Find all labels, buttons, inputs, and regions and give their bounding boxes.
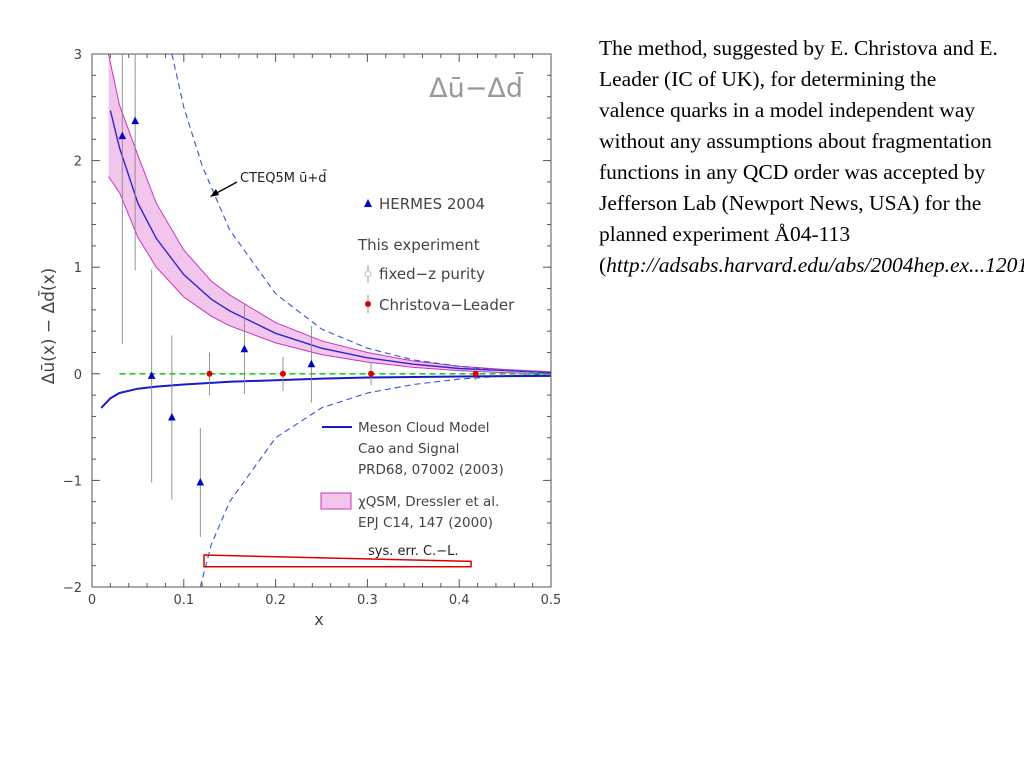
legend-chiqsm-label-2: EPJ C14, 147 (2000) [358, 515, 493, 531]
y-tick-label: 2 [74, 155, 82, 170]
christova-point [279, 370, 286, 377]
chiqsm-band [108, 54, 551, 374]
chiqsm-upper-edge [108, 53, 552, 373]
y-tick-label: 3 [74, 48, 82, 63]
slide-paragraph: The method, suggested by E. Christova an… [599, 36, 998, 246]
legend-this-experiment: This experiment [357, 236, 480, 254]
legend-christova-label: Christova−Leader [379, 296, 515, 314]
axes-layer: 0 0.1 0.2 0.3 0.4 0.5 −2 −1 0 1 2 3 [63, 48, 562, 608]
x-tick-label: 0.5 [541, 593, 562, 608]
legend-christova-marker [365, 301, 371, 307]
legend-fixedz-label: fixed−z purity [379, 265, 485, 283]
x-tick-label: 0 [88, 593, 96, 608]
x-tick-label: 0.4 [449, 593, 470, 608]
hermes-point [131, 116, 139, 125]
hermes-point [118, 131, 127, 140]
slide-text-block: The method, suggested by E. Christova an… [599, 33, 1024, 281]
x-tick-label: 0.3 [357, 593, 378, 608]
hermes-point [240, 344, 249, 353]
y-axis-label: Δū(x) − Δd̄(x) [37, 268, 59, 385]
data-point-layer [118, 54, 479, 537]
hermes-point [196, 478, 205, 486]
hermes-point [168, 413, 176, 421]
plot-frame [91, 53, 552, 588]
syserr-label: sys. err. C.−L. [368, 544, 459, 559]
adsabs-link[interactable]: http://adsabs.harvard.edu/abs/2004hep.ex… [606, 253, 1024, 277]
christova-point [368, 370, 375, 377]
hermes-point [147, 371, 156, 379]
christova-point [472, 370, 479, 377]
cteq-arrow-head [210, 189, 219, 197]
legend-meson-label-1: Meson Cloud Model [358, 420, 489, 436]
cteq-upper-curve [171, 53, 552, 374]
meson-cloud-curve [100, 374, 552, 409]
asymmetry-chart: 0 0.1 0.2 0.3 0.4 0.5 −2 −1 0 1 2 3 Δū−Δd̄ CTEQ5M ū… [37, 48, 562, 629]
y-tick-label: −1 [63, 474, 82, 489]
legend-chiqsm-label-1: χQSM, Dressler et al. [358, 494, 499, 510]
y-tick-label: −2 [63, 581, 82, 596]
chiqsm-band-layer [108, 53, 552, 375]
x-axis-label: x [314, 610, 323, 629]
x-tick-label: 0.2 [265, 593, 286, 608]
syserr-box [203, 554, 472, 568]
legend-fixedz-marker [364, 270, 372, 278]
legend-meson-label-2: Cao and Signal [358, 441, 459, 457]
legend-meson-label-3: PRD68, 07002 (2003) [358, 462, 504, 478]
chiqsm-center-line [109, 110, 552, 374]
chart-title: Δū−Δd̄ [429, 72, 524, 104]
x-tick-label: 0.1 [173, 593, 194, 608]
legend-hermes-label: HERMES 2004 [379, 195, 485, 213]
legend-hermes-marker [364, 199, 372, 207]
cteq-annotation: CTEQ5M ū+d̄ [240, 171, 327, 186]
christova-point [206, 370, 213, 377]
curve-layer [100, 53, 552, 588]
paren-open: ( [599, 253, 607, 277]
hermes-point [307, 359, 316, 368]
y-tick-label: 0 [74, 368, 82, 383]
legend-chiqsm-swatch [320, 492, 352, 510]
chiqsm-lower-edge [108, 176, 552, 375]
y-tick-label: 1 [74, 261, 82, 276]
